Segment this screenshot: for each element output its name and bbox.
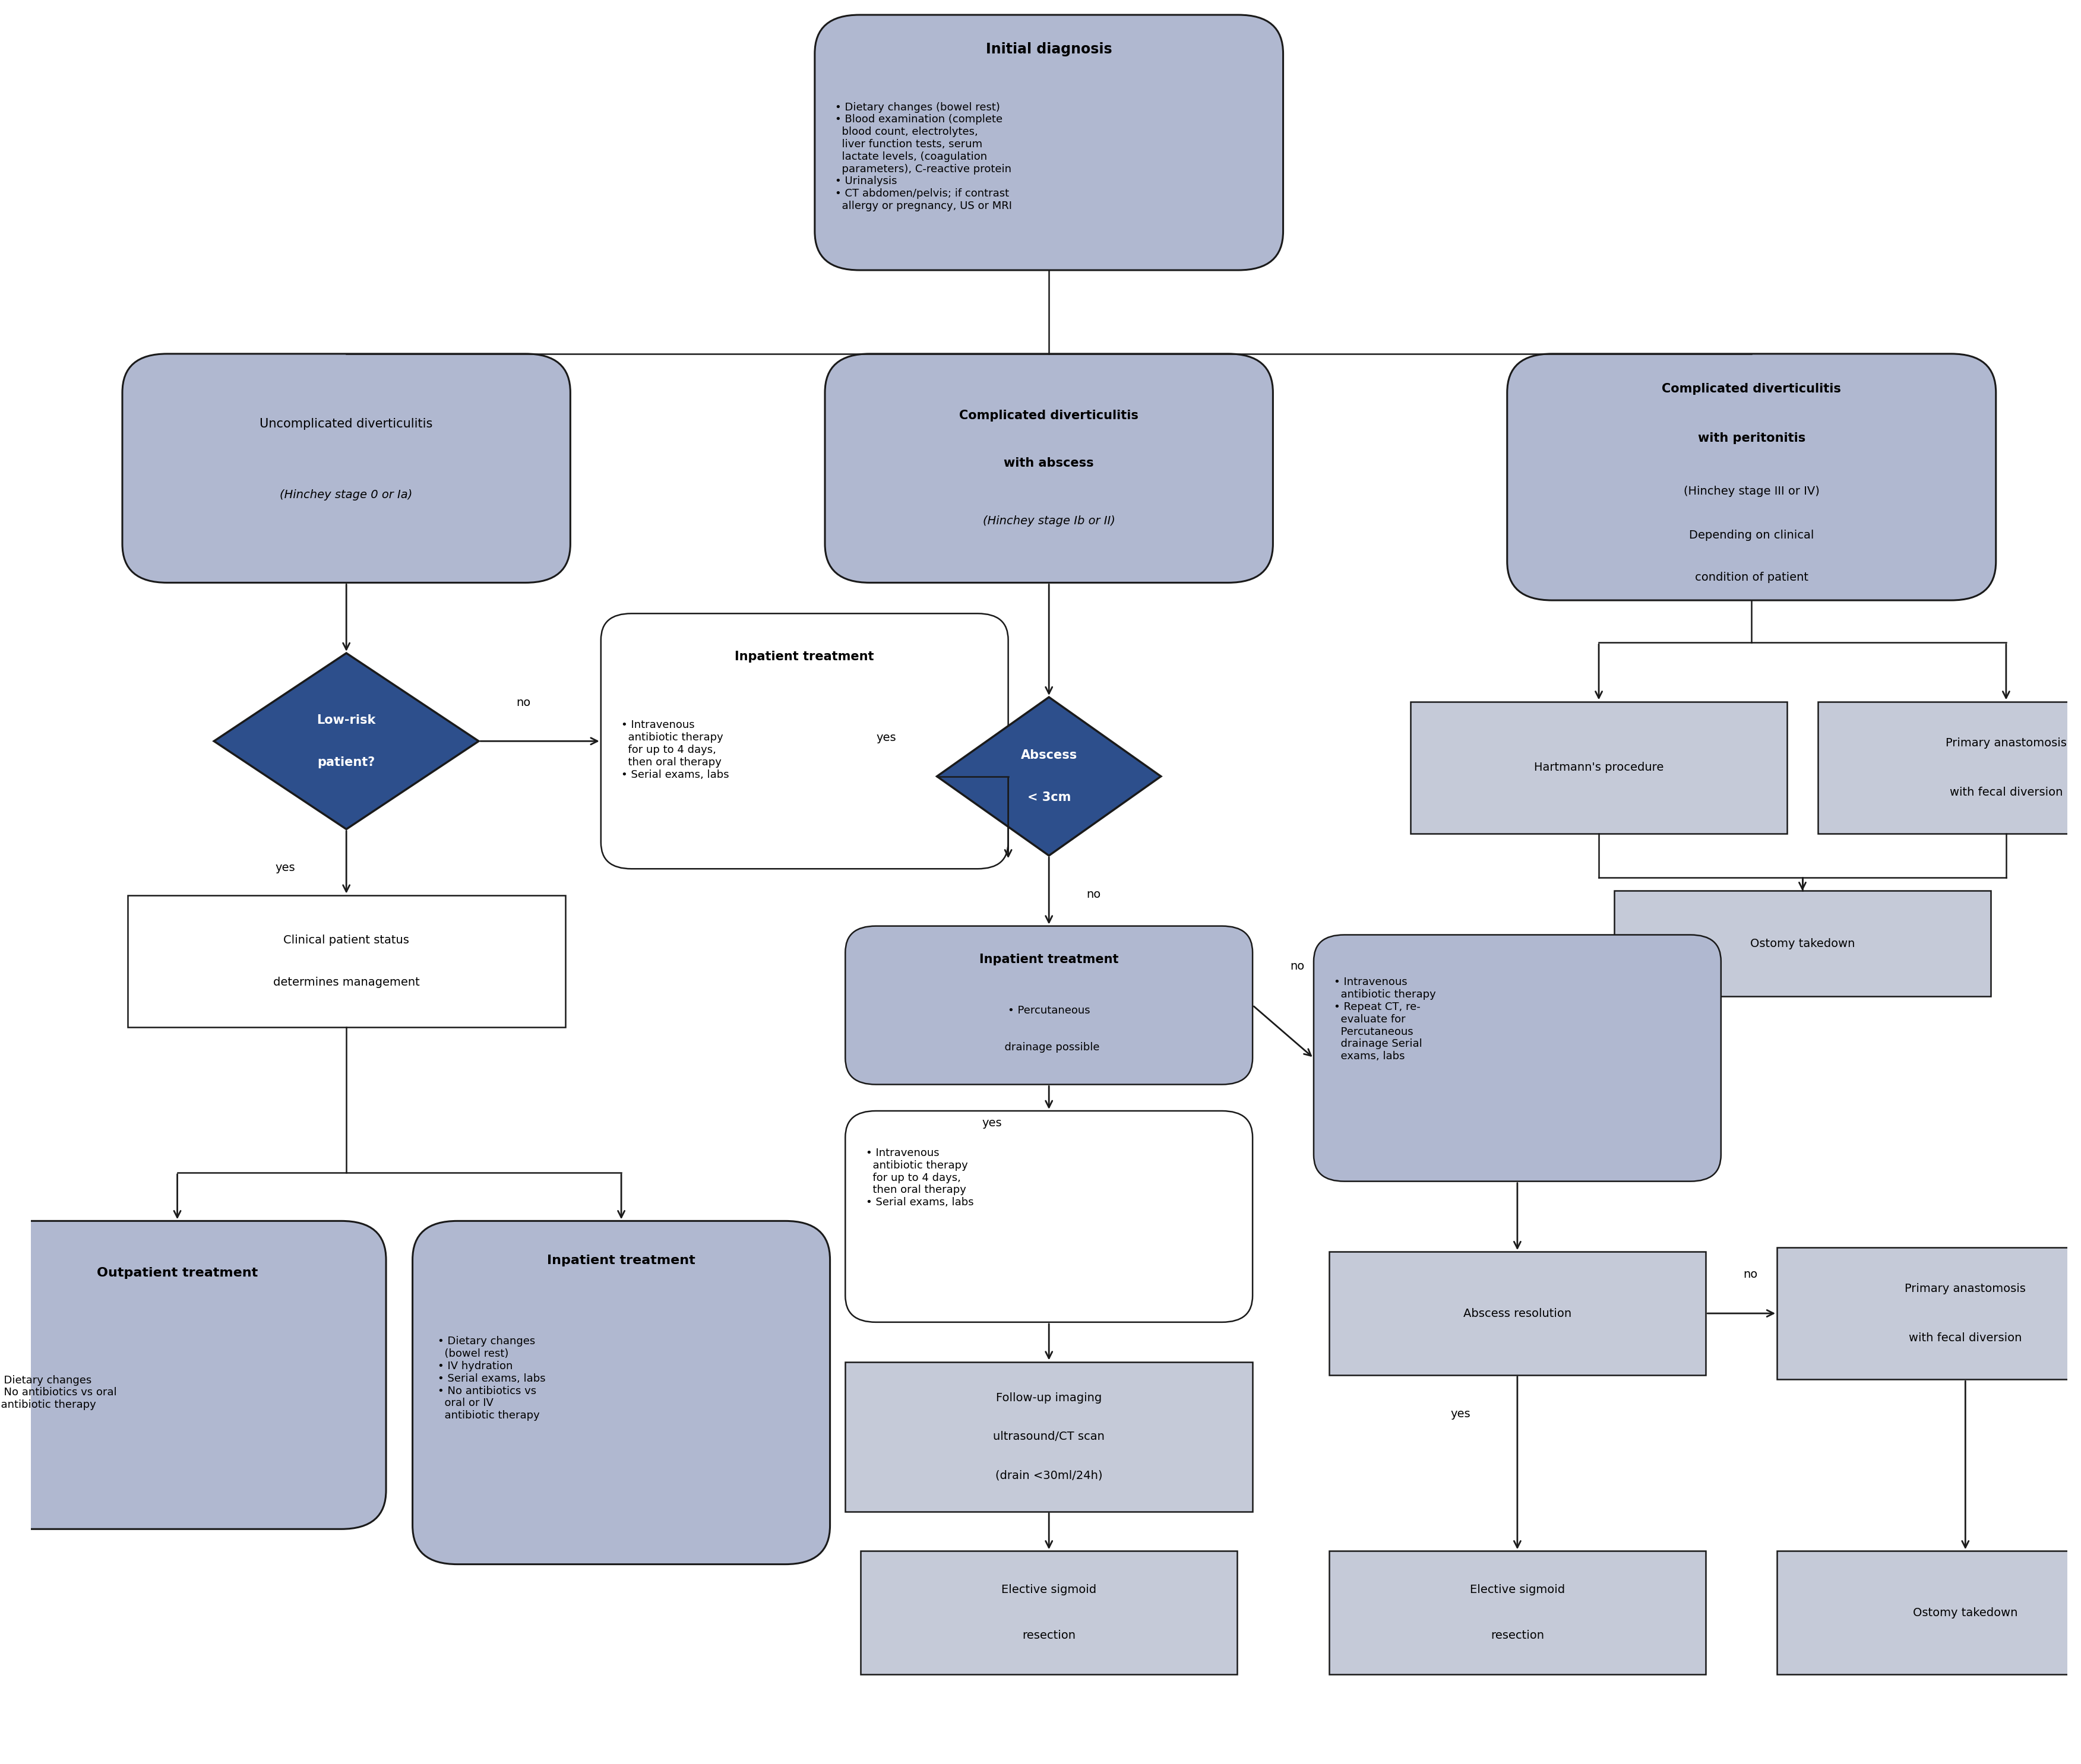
FancyBboxPatch shape [0, 1221, 387, 1529]
FancyBboxPatch shape [123, 355, 570, 582]
Text: (Hinchey stage 0 or Ia): (Hinchey stage 0 or Ia) [281, 489, 412, 501]
FancyBboxPatch shape [1313, 935, 1721, 1182]
Text: with abscess: with abscess [1003, 457, 1095, 469]
Text: no: no [1086, 889, 1101, 900]
Text: Abscess: Abscess [1020, 750, 1078, 762]
FancyBboxPatch shape [1507, 355, 1996, 600]
Bar [1817, 702, 2081, 834]
Text: Inpatient treatment: Inpatient treatment [547, 1254, 695, 1267]
FancyBboxPatch shape [824, 355, 1274, 582]
Bar [1777, 1551, 2081, 1674]
Text: (drain <30ml/24h): (drain <30ml/24h) [995, 1469, 1103, 1482]
Text: Uncomplicated diverticulitis: Uncomplicated diverticulitis [260, 418, 433, 430]
Bar [1330, 1551, 1706, 1674]
Text: yes: yes [1450, 1408, 1471, 1420]
Text: Primary anastomosis: Primary anastomosis [1904, 1282, 2027, 1295]
Text: Elective sigmoid: Elective sigmoid [1469, 1584, 1565, 1595]
Text: Inpatient treatment: Inpatient treatment [735, 651, 874, 663]
Text: Complicated diverticulitis: Complicated diverticulitis [1663, 383, 1842, 395]
Bar [1330, 1252, 1706, 1374]
Bar [127, 894, 566, 1027]
Bar [845, 1362, 1253, 1512]
Text: Inpatient treatment: Inpatient treatment [980, 954, 1120, 965]
Text: (Hinchey stage Ib or II): (Hinchey stage Ib or II) [982, 515, 1115, 527]
Text: Outpatient treatment: Outpatient treatment [96, 1267, 258, 1279]
Text: Complicated diverticulitis: Complicated diverticulitis [959, 409, 1138, 422]
Text: with fecal diversion: with fecal diversion [1950, 787, 2062, 797]
Text: Follow-up imaging: Follow-up imaging [997, 1392, 1101, 1404]
Bar [1777, 1247, 2081, 1379]
Text: Elective sigmoid: Elective sigmoid [1001, 1584, 1097, 1595]
Text: Ostomy takedown: Ostomy takedown [1912, 1607, 2019, 1618]
Text: • Dietary changes (bowel rest)
• Blood examination (complete
  blood count, elec: • Dietary changes (bowel rest) • Blood e… [834, 102, 1011, 212]
Text: with fecal diversion: with fecal diversion [1908, 1332, 2023, 1344]
Bar [1615, 891, 1992, 997]
FancyBboxPatch shape [845, 926, 1253, 1085]
Text: patient?: patient? [318, 757, 375, 767]
Text: Hartmann's procedure: Hartmann's procedure [1534, 762, 1663, 773]
Polygon shape [214, 653, 479, 829]
Text: yes: yes [876, 732, 897, 743]
Text: (Hinchey stage III or IV): (Hinchey stage III or IV) [1684, 485, 1819, 497]
Text: • Intravenous
  antibiotic therapy
• Repeat CT, re-
  evaluate for
  Percutaneou: • Intravenous antibiotic therapy • Repea… [1334, 977, 1436, 1062]
Text: condition of patient: condition of patient [1694, 572, 1808, 584]
Text: resection: resection [1022, 1630, 1076, 1641]
Text: Ostomy takedown: Ostomy takedown [1750, 938, 1854, 949]
Text: Primary anastomosis: Primary anastomosis [1946, 737, 2066, 748]
Text: Initial diagnosis: Initial diagnosis [986, 42, 1111, 56]
Text: • Dietary changes
• No antibiotics vs oral
  antibiotic therapy: • Dietary changes • No antibiotics vs or… [0, 1374, 117, 1409]
Text: • Intravenous
  antibiotic therapy
  for up to 4 days,
  then oral therapy
• Ser: • Intravenous antibiotic therapy for up … [622, 720, 728, 780]
Text: • Percutaneous: • Percutaneous [1007, 1005, 1090, 1016]
Text: resection: resection [1490, 1630, 1544, 1641]
FancyBboxPatch shape [601, 614, 1007, 870]
FancyBboxPatch shape [845, 1111, 1253, 1323]
Text: ultrasound/CT scan: ultrasound/CT scan [993, 1431, 1105, 1443]
Text: determines management: determines management [273, 977, 420, 988]
Text: Abscess resolution: Abscess resolution [1463, 1307, 1571, 1319]
Text: no: no [516, 697, 531, 707]
FancyBboxPatch shape [412, 1221, 830, 1565]
Text: • Intravenous
  antibiotic therapy
  for up to 4 days,
  then oral therapy
• Ser: • Intravenous antibiotic therapy for up … [866, 1148, 974, 1208]
Text: no: no [1290, 961, 1305, 972]
Text: drainage possible: drainage possible [999, 1043, 1101, 1053]
Text: Low-risk: Low-risk [316, 714, 377, 727]
Text: yes: yes [982, 1118, 1001, 1129]
Text: Clinical patient status: Clinical patient status [283, 935, 410, 946]
Text: < 3cm: < 3cm [1028, 792, 1072, 803]
FancyBboxPatch shape [816, 14, 1284, 270]
Bar [862, 1551, 1238, 1674]
Text: yes: yes [275, 863, 296, 873]
Polygon shape [936, 697, 1161, 856]
Text: with peritonitis: with peritonitis [1698, 432, 1806, 445]
Text: • Dietary changes
  (bowel rest)
• IV hydration
• Serial exams, labs
• No antibi: • Dietary changes (bowel rest) • IV hydr… [437, 1335, 545, 1422]
Text: Depending on clinical: Depending on clinical [1690, 529, 1815, 542]
Text: no: no [1744, 1268, 1758, 1281]
Bar [1411, 702, 1788, 834]
